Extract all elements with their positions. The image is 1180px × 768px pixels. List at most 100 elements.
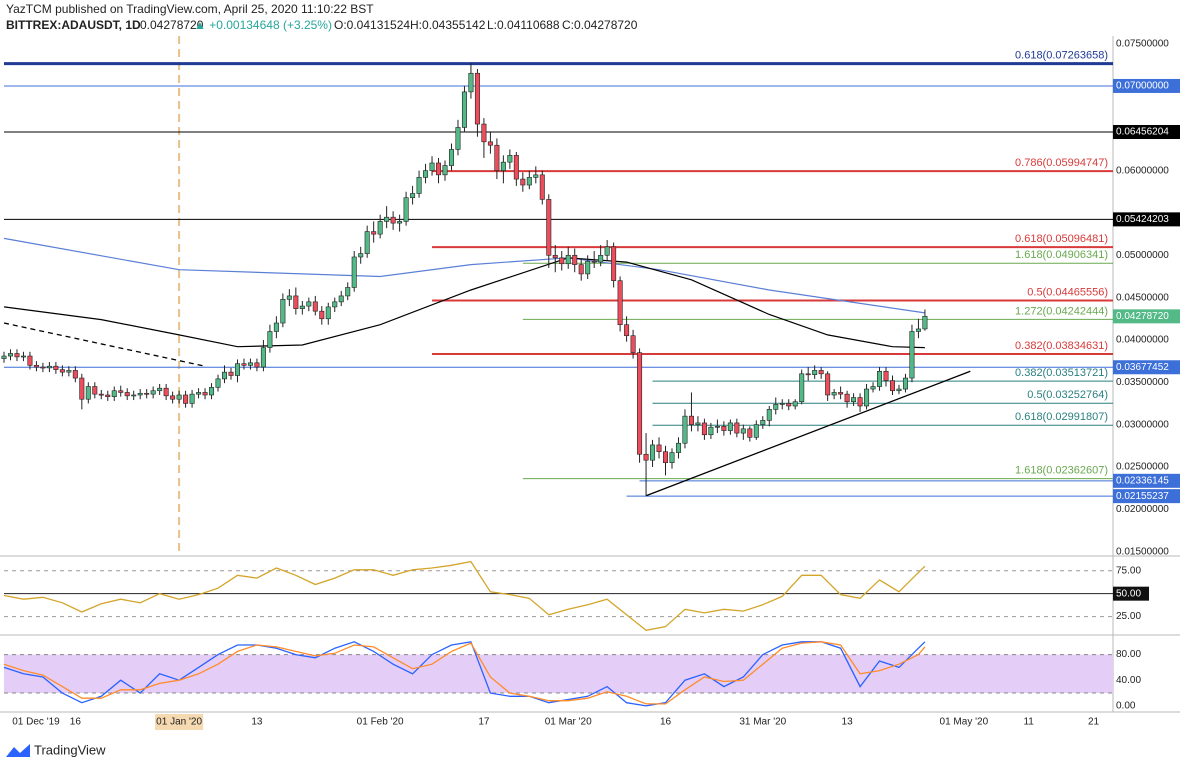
candle-body: [740, 428, 746, 434]
candle-body: [656, 444, 662, 453]
candle-body: [53, 365, 59, 370]
candle-body: [170, 395, 176, 400]
price-tag: [1113, 124, 1180, 139]
x-tick-label: 01 Feb '20: [357, 717, 404, 728]
last-price-tag: [1113, 309, 1180, 324]
candle-body: [416, 177, 422, 194]
candle-body: [442, 165, 448, 176]
candle-body: [40, 366, 46, 369]
candle-body: [59, 369, 65, 373]
y-tick-label: 0.03500000: [1116, 377, 1169, 388]
candle-body: [552, 254, 558, 259]
level-label: 0.618(0.05096481): [1015, 233, 1108, 245]
price-tag: [1113, 212, 1180, 227]
candle-body: [351, 256, 357, 288]
candle-body: [72, 370, 78, 379]
candle-body: [701, 422, 707, 436]
candle-body: [539, 174, 545, 200]
candle-body: [293, 295, 299, 309]
candle-body: [844, 393, 850, 403]
candle-body: [228, 371, 234, 376]
price-tag: [1113, 473, 1180, 488]
candle-body: [565, 254, 571, 265]
candle-body: [533, 174, 539, 178]
midline-tag: [1113, 586, 1149, 601]
candle-body: [559, 257, 565, 265]
candle-body: [675, 442, 681, 453]
x-tick-label: 16: [660, 717, 672, 728]
candle-body: [260, 347, 266, 368]
change: ▲ +0.00134648 (+3.25%): [194, 18, 332, 32]
band: [4, 654, 1113, 694]
y-tick-label: 0.07500000: [1116, 38, 1169, 49]
candle-body: [196, 392, 202, 395]
level-label: 0.618(0.02991807): [1015, 411, 1108, 423]
candle-body: [332, 301, 338, 308]
candle-body: [598, 254, 604, 263]
candle-body: [909, 331, 915, 379]
price-tag-label: 0.03677452: [1116, 362, 1169, 373]
candle-body: [650, 444, 656, 461]
ohlc-open: O:0.04131524: [334, 18, 410, 32]
candle-body: [46, 365, 52, 369]
x-tick-label: 01 Jan '20: [156, 717, 202, 728]
candle-body: [436, 162, 442, 176]
candle-body: [779, 403, 785, 405]
level-label: 0.5(0.04465556): [1027, 286, 1108, 298]
candle-body: [98, 393, 104, 396]
x-tick-label: 11: [1023, 717, 1034, 728]
candle-body: [669, 452, 675, 464]
level-label: 0.382(0.03834631): [1015, 340, 1108, 352]
candle-body: [144, 392, 150, 395]
x-tick-label: 01 May '20: [940, 717, 989, 728]
candle-body: [364, 231, 370, 254]
ohlc-low: L:0.04110688: [487, 18, 560, 32]
candle-body: [118, 390, 124, 393]
candle-body: [241, 363, 247, 366]
candle-body: [397, 221, 403, 224]
level-label: 0.382(0.03513721): [1015, 367, 1108, 379]
price-tag-label: 0.07000000: [1116, 81, 1169, 92]
y-tick-label: 0.03000000: [1116, 419, 1169, 430]
candle-body: [585, 260, 591, 275]
indicator-line: [3, 560, 926, 631]
logo-icon: [6, 744, 30, 757]
x-tick-highlight: [155, 714, 204, 730]
candle-body: [234, 363, 240, 376]
candle-body: [695, 422, 701, 425]
candle-body: [215, 378, 221, 388]
candle-body: [896, 388, 902, 392]
trend-line: [645, 370, 971, 497]
candle-body: [500, 161, 506, 171]
candle-body: [319, 310, 325, 320]
candle-body: [883, 370, 889, 381]
y-tick-label: 0.01500000: [1116, 546, 1169, 557]
candle-body: [889, 380, 895, 392]
ohlc-high: H:0.04355142: [410, 18, 486, 32]
candle-body: [222, 371, 228, 380]
candle-body: [131, 394, 137, 397]
ohlc-close: C:0.04278720: [562, 18, 638, 32]
candle-body: [267, 331, 273, 348]
candle-body: [520, 178, 526, 186]
candle-body: [805, 373, 811, 376]
candle-body: [163, 387, 169, 397]
candle-body: [572, 254, 578, 265]
level-label: 1.618(0.04906341): [1015, 249, 1108, 261]
price-tag-label: 0.02336145: [1116, 475, 1169, 486]
candle-body: [630, 335, 636, 353]
y-tick-label: 0.02500000: [1116, 462, 1169, 473]
trend-line: [3, 322, 206, 367]
candle-body: [734, 422, 740, 434]
candle-body: [747, 428, 753, 438]
candle-body: [20, 355, 26, 358]
candle-body: [448, 149, 454, 166]
candle-body: [7, 353, 13, 357]
candle-body: [137, 392, 143, 396]
candle-body: [786, 403, 792, 407]
candle-body: [526, 177, 532, 186]
candle-body: [766, 409, 772, 421]
y-tick-label: 0.05000000: [1116, 250, 1169, 261]
candle-body: [410, 193, 416, 199]
